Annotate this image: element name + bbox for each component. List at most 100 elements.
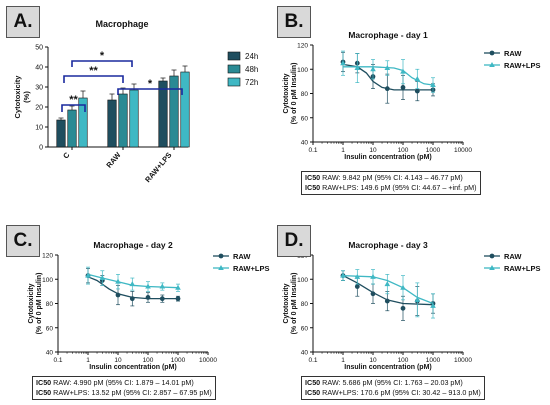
fit-curve (342, 274, 434, 305)
y-tick-label: 40 (301, 350, 309, 357)
ic50-line: IC50 RAW+LPS: 149.6 pM (95% CI: 44.67 – … (305, 183, 477, 192)
panel-label-a: A. (6, 6, 40, 38)
legend-label: RAW+LPS (504, 264, 540, 273)
legend-label: 72h (245, 78, 258, 87)
bar (118, 93, 128, 148)
data-point (340, 60, 346, 66)
x-tick-label: 1000 (171, 357, 186, 364)
panel-label-d: D. (277, 225, 311, 257)
data-point (145, 283, 151, 289)
x-tick-label: 10000 (454, 357, 472, 364)
significance-mark: ** (89, 65, 98, 77)
y-tick-label: 80 (46, 301, 54, 308)
y-axis-label: Cytotoxicity (283, 73, 290, 113)
x-tick-label: 10000 (199, 357, 217, 364)
chart-title: Macrophage - day 1 (348, 30, 428, 40)
y-axis-label: (% of 0 pM Insulin) (291, 63, 298, 125)
data-point (354, 284, 360, 289)
data-point (384, 86, 390, 92)
x-axis-label: Insulin concentration (pM) (344, 154, 432, 161)
panel-label-b: B. (277, 6, 311, 38)
data-point (370, 273, 376, 279)
y-tick-label: 80 (301, 91, 309, 98)
data-point (85, 272, 91, 278)
data-point (430, 302, 436, 308)
significance-mark: * (148, 78, 153, 90)
y-tick-label: 40 (301, 140, 309, 147)
legend-marker (489, 265, 495, 270)
y-axis-label: Cytotoxicity (283, 283, 290, 323)
x-tick-label: 0.1 (308, 147, 317, 154)
significance-mark: * (100, 50, 105, 62)
legend-label: RAW (233, 252, 251, 261)
y-tick-label: 120 (42, 253, 53, 260)
data-point (115, 278, 121, 284)
y-tick-label: 50 (35, 45, 43, 52)
y-tick-label: 20 (35, 105, 43, 112)
y-axis-label: (% of 0 pM Insulin) (36, 273, 43, 335)
y-tick-label: 80 (301, 301, 309, 308)
x-tick-label: C (61, 150, 72, 160)
fit-curve (87, 273, 179, 289)
legend-label: RAW+LPS (504, 61, 540, 70)
data-point (430, 82, 436, 88)
data-point (99, 275, 106, 281)
ic50-line: IC50 RAW+LPS: 13.52 pM (95% CI: 2.857 – … (36, 388, 212, 397)
legend-marker (218, 253, 224, 259)
y-axis-label: (%) (22, 91, 31, 103)
x-tick-label: 1000 (426, 147, 441, 154)
data-point (129, 281, 136, 287)
ic50-box-c: IC50 RAW: 4.990 pM (95% CI: 1.879 – 14.0… (32, 376, 216, 400)
x-tick-label: 10 (114, 357, 122, 364)
panel-label-c: C. (6, 225, 40, 257)
data-point (175, 296, 181, 302)
data-point (115, 292, 121, 298)
data-point (400, 85, 406, 90)
legend-marker (489, 50, 495, 56)
significance-bracket (117, 88, 183, 95)
significance-bracket (71, 60, 133, 67)
data-point (129, 296, 135, 302)
x-tick-label: 1 (86, 357, 90, 364)
y-tick-label: 40 (46, 350, 54, 357)
x-tick-label: 100 (143, 357, 154, 364)
ic50-line: IC50 RAW: 4.990 pM (95% CI: 1.879 – 14.0… (36, 378, 194, 387)
data-point (414, 75, 421, 81)
significance-mark: ** (69, 94, 78, 106)
ic50-box-d: IC50 RAW: 5.686 pM (95% CI: 1.763 – 20.0… (301, 376, 485, 400)
data-point (400, 305, 406, 311)
legend-label: RAW (504, 49, 522, 58)
bar (56, 119, 66, 148)
legend-marker (489, 62, 495, 67)
y-tick-label: 60 (46, 325, 54, 332)
bar (169, 75, 179, 148)
bar (107, 99, 117, 148)
y-axis-label: Cytotoxicity (28, 283, 35, 323)
ic50-line: IC50 RAW: 5.686 pM (95% CI: 1.763 – 20.0… (305, 378, 463, 387)
y-tick-label: 30 (35, 85, 43, 92)
bar (158, 80, 168, 148)
ic50-box-b: IC50 RAW: 9.842 pM (95% CI: 4.143 – 46.7… (301, 171, 481, 195)
y-tick-label: 100 (297, 67, 308, 74)
data-point (400, 68, 406, 74)
chart-title: Macrophage - day 3 (348, 240, 428, 250)
legend-marker (489, 253, 495, 259)
y-tick-label: 120 (297, 43, 308, 50)
x-tick-label: RAW (104, 150, 123, 170)
ic50-line: IC50 RAW: 9.842 pM (95% CI: 4.143 – 46.7… (305, 173, 463, 182)
x-tick-label: 1 (341, 147, 345, 154)
x-tick-label: 1 (341, 357, 345, 364)
data-point (370, 291, 376, 297)
data-point (414, 88, 420, 94)
x-tick-label: 100 (398, 147, 409, 154)
data-point (384, 281, 391, 287)
y-tick-label: 60 (301, 115, 309, 122)
x-tick-label: 10 (369, 357, 377, 364)
x-tick-label: 0.1 (308, 357, 317, 364)
y-tick-label: 0 (39, 145, 43, 152)
y-tick-label: 60 (301, 325, 309, 332)
y-tick-label: 10 (35, 125, 43, 132)
data-point (414, 296, 421, 302)
significance-bracket (61, 104, 86, 112)
